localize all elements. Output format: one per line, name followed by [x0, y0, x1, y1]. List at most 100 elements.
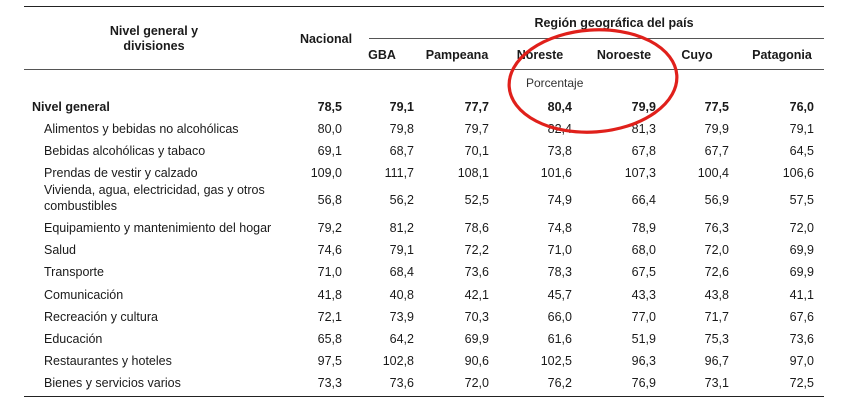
value-cell: 77,7 [464, 100, 489, 114]
value-cell: 64,5 [789, 144, 814, 158]
value-cell: 79,7 [464, 122, 489, 136]
value-cell: 69,1 [317, 144, 342, 158]
value-cell: 76,9 [631, 376, 656, 390]
row-label: Comunicación [44, 288, 124, 302]
value-cell: 45,7 [547, 288, 572, 302]
value-cell: 41,1 [789, 288, 814, 302]
value-cell: 72,1 [317, 310, 342, 324]
region-header-pampeana: Pampeana [425, 48, 489, 62]
row-label: Educación [44, 332, 103, 346]
value-cell: 67,8 [631, 144, 656, 158]
value-cell: 66,4 [631, 193, 656, 207]
value-cell: 78,5 [317, 100, 342, 114]
value-cell: 107,3 [624, 166, 656, 180]
row-label: Bebidas alcohólicas y tabaco [44, 144, 206, 158]
value-cell: 73,8 [547, 144, 572, 158]
value-cell: 68,0 [631, 243, 656, 257]
value-cell: 52,5 [464, 193, 489, 207]
region-header-gba: GBA [368, 48, 396, 62]
value-cell: 73,6 [389, 376, 414, 390]
region-header-noroeste: Noroeste [596, 48, 652, 62]
value-cell: 73,1 [704, 376, 729, 390]
value-cell: 72,6 [704, 265, 729, 279]
value-cell: 56,9 [704, 193, 729, 207]
value-cell: 79,2 [317, 221, 342, 235]
value-cell: 61,6 [547, 332, 572, 346]
value-cell: 51,9 [631, 332, 656, 346]
value-cell: 67,6 [789, 310, 814, 324]
row-label: Transporte [44, 265, 104, 279]
value-cell: 66,0 [547, 310, 572, 324]
value-cell: 73,6 [464, 265, 489, 279]
value-cell: 78,6 [464, 221, 489, 235]
row-label: Salud [44, 243, 76, 257]
value-cell: 68,4 [389, 265, 414, 279]
value-cell: 96,3 [631, 354, 656, 368]
value-cell: 41,8 [317, 288, 342, 302]
value-cell: 109,0 [310, 166, 342, 180]
value-cell: 76,3 [704, 221, 729, 235]
value-cell: 79,1 [389, 243, 414, 257]
value-cell: 71,0 [547, 243, 572, 257]
row-label-general: Nivel general [32, 100, 110, 114]
value-cell: 72,2 [464, 243, 489, 257]
value-cell: 111,7 [384, 166, 414, 180]
value-cell: 81,2 [389, 221, 414, 235]
value-cell: 75,3 [704, 332, 729, 346]
row-label: Bienes y servicios varios [44, 376, 181, 390]
value-cell: 43,3 [631, 288, 656, 302]
row-label: Recreación y cultura [44, 310, 158, 324]
value-cell: 79,1 [389, 100, 414, 114]
value-cell: 80,4 [547, 100, 572, 114]
table-bottom-rule [24, 396, 824, 397]
value-cell: 77,5 [704, 100, 729, 114]
unit-label: Porcentaje [526, 76, 584, 90]
value-cell: 56,2 [389, 193, 414, 207]
value-cell: 68,7 [389, 144, 414, 158]
value-cell: 80,0 [317, 122, 342, 136]
value-cell: 90,6 [464, 354, 489, 368]
value-cell: 102,8 [382, 354, 414, 368]
table-top-rule [24, 6, 824, 7]
data-table: Nivel general y divisiones Nacional Regi… [24, 6, 824, 401]
value-cell: 73,3 [317, 376, 342, 390]
region-group-header: Región geográfica del país [534, 16, 694, 30]
value-cell: 69,9 [789, 243, 814, 257]
value-cell: 57,5 [789, 193, 814, 207]
value-cell: 69,9 [789, 265, 814, 279]
value-cell: 56,8 [317, 193, 342, 207]
row-label: Equipamiento y mantenimiento del hogar [44, 221, 272, 235]
value-cell: 43,8 [704, 288, 729, 302]
value-cell: 77,0 [631, 310, 656, 324]
value-cell: 76,2 [547, 376, 572, 390]
row-label: Restaurantes y hoteles [44, 354, 172, 368]
value-cell: 72,0 [464, 376, 489, 390]
value-cell: 69,9 [464, 332, 489, 346]
value-cell: 78,9 [631, 221, 656, 235]
region-header-patagonia: Patagonia [752, 48, 812, 62]
value-cell: 101,6 [540, 166, 572, 180]
region-header-noreste: Noreste [516, 48, 564, 62]
value-cell: 79,9 [704, 122, 729, 136]
value-cell: 70,1 [464, 144, 489, 158]
region-group-rule [369, 38, 824, 39]
value-cell: 96,7 [704, 354, 729, 368]
value-cell: 65,8 [317, 332, 342, 346]
row-label: Vivienda, agua, electricidad, gas y otro… [44, 183, 265, 213]
value-cell: 74,8 [547, 221, 572, 235]
national-header: Nacional [299, 32, 353, 46]
row-label: Alimentos y bebidas no alcohólicas [44, 122, 239, 136]
value-cell: 71,7 [704, 310, 729, 324]
row-label: Prendas de vestir y calzado [44, 166, 198, 180]
value-cell: 74,6 [317, 243, 342, 257]
value-cell: 42,1 [464, 288, 489, 302]
value-cell: 108,1 [457, 166, 489, 180]
value-cell: 97,5 [317, 354, 342, 368]
value-cell: 71,0 [317, 265, 342, 279]
value-cell: 82,4 [547, 122, 572, 136]
value-cell: 72,0 [789, 221, 814, 235]
value-cell: 81,3 [631, 122, 656, 136]
header-bottom-rule [24, 69, 824, 70]
value-cell: 70,3 [464, 310, 489, 324]
value-cell: 78,3 [547, 265, 572, 279]
